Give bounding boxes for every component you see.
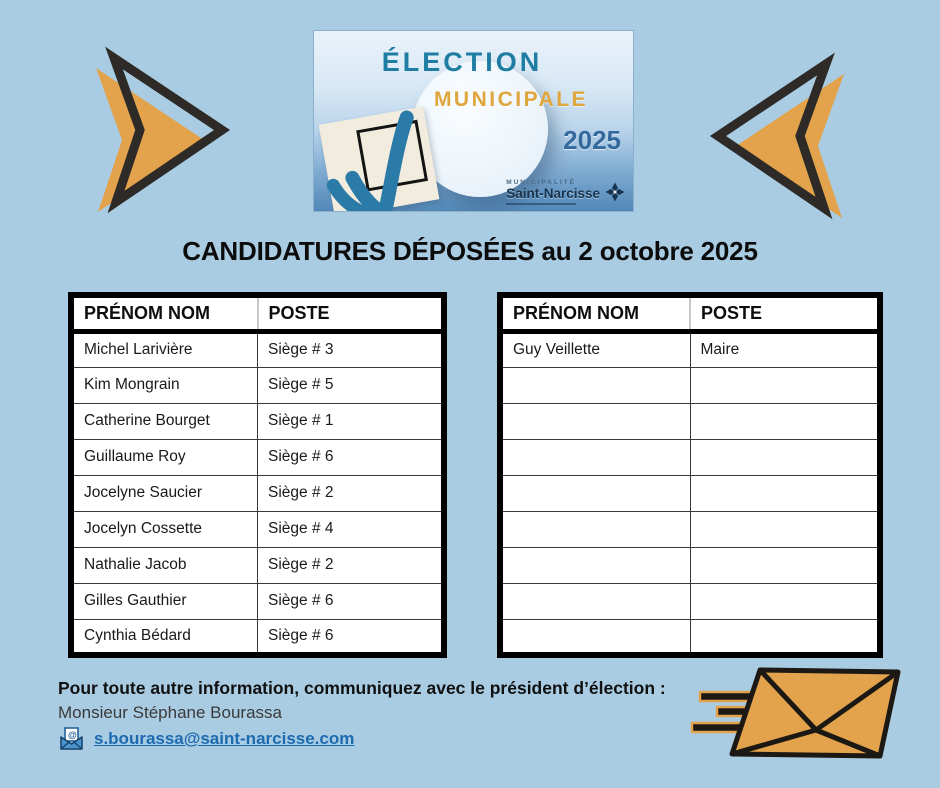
column-header-poste: POSTE (256, 295, 444, 334)
table-cell: Siège # 5 (257, 366, 445, 404)
checkmark-icon (326, 110, 414, 211)
table-cell (689, 546, 881, 584)
municipality-logo: MUNICIPALITÉ Saint-Narcisse (506, 178, 625, 205)
table-cell: Siège # 6 (257, 438, 445, 476)
table-cell: Cynthia Bédard (70, 618, 258, 656)
municipality-tagline-decoration (506, 202, 577, 205)
table-cell: Michel Larivière (70, 330, 258, 368)
table-cell: Siège # 3 (257, 330, 445, 368)
table-row (499, 474, 881, 512)
table-row: Jocelyn Cossette Siège # 4 (70, 510, 445, 548)
svg-text:@: @ (68, 730, 77, 740)
email-icon: @ (60, 727, 83, 750)
table-cell: Siège # 4 (257, 510, 445, 548)
contact-person: Monsieur Stéphane Bourassa (58, 703, 282, 722)
contact-info-line: Pour toute autre information, communique… (58, 678, 666, 698)
table-row: Guy Veillette Maire (499, 330, 881, 368)
table-header-row: PRÉNOM NOM POSTE (500, 295, 880, 334)
table-cell (499, 582, 691, 620)
table-cell (689, 366, 881, 404)
table-row: Cynthia Bédard Siège # 6 (70, 618, 445, 656)
election-banner: ÉLECTION MUNICIPALE 2025 MUNICIPALITÉ Sa… (313, 30, 634, 212)
column-header-name: PRÉNOM NOM (71, 295, 258, 334)
table-cell: Siège # 1 (257, 402, 445, 440)
table-row (499, 582, 881, 620)
table-cell: Gilles Gauthier (70, 582, 258, 620)
table-cell (499, 438, 691, 476)
table-cell (689, 474, 881, 512)
table-row (499, 438, 881, 476)
arrow-left-icon (709, 52, 844, 220)
table-cell (689, 402, 881, 440)
pinwheel-icon (605, 182, 625, 202)
table-cell: Guillaume Roy (70, 438, 258, 476)
banner-title-election: ÉLECTION (381, 47, 543, 77)
table-row (499, 402, 881, 440)
table-cell: Siège # 6 (257, 582, 445, 620)
table-row: Jocelyne Saucier Siège # 2 (70, 474, 445, 512)
table-row: Guillaume Roy Siège # 6 (70, 438, 445, 476)
table-row: Nathalie Jacob Siège # 2 (70, 546, 445, 584)
table-cell: Jocelyn Cossette (70, 510, 258, 548)
table-row: Gilles Gauthier Siège # 6 (70, 582, 445, 620)
banner-year: 2025 (563, 125, 621, 155)
table-row (499, 618, 881, 656)
contact-block: Pour toute autre information, communique… (58, 678, 666, 751)
table-cell (689, 618, 881, 656)
table-cell: Siège # 6 (257, 618, 445, 656)
table-cell: Jocelyne Saucier (70, 474, 258, 512)
arrow-right-icon (96, 46, 231, 214)
table-cell: Nathalie Jacob (70, 546, 258, 584)
table-row: Michel Larivière Siège # 3 (70, 330, 445, 368)
table-header-row: PRÉNOM NOM POSTE (71, 295, 444, 334)
page-title: CANDIDATURES DÉPOSÉES au 2 octobre 2025 (182, 236, 758, 266)
column-header-poste: POSTE (689, 295, 880, 334)
table-cell (499, 618, 691, 656)
table-cell (499, 402, 691, 440)
table-cell (499, 474, 691, 512)
ballot-check-card (318, 106, 440, 211)
column-header-name: PRÉNOM NOM (500, 295, 690, 334)
table-cell: Siège # 2 (257, 546, 445, 584)
table-cell (689, 510, 881, 548)
email-link[interactable]: s.bourassa@saint-narcisse.com (94, 729, 355, 748)
candidates-table-left: PRÉNOM NOM POSTE Michel Larivière Siège #… (68, 292, 447, 658)
municipality-name: Saint-Narcisse (506, 185, 600, 201)
table-cell: Siège # 2 (257, 474, 445, 512)
candidates-table-right: PRÉNOM NOM POSTE Guy Veillette Maire (497, 292, 883, 658)
table-cell (689, 438, 881, 476)
flying-envelope-icon (690, 667, 901, 759)
table-cell: Guy Veillette (499, 330, 691, 368)
table-row: Kim Mongrain Siège # 5 (70, 366, 445, 404)
table-cell: Catherine Bourget (70, 402, 258, 440)
municipality-label: MUNICIPALITÉ (506, 178, 576, 186)
banner-title-municipale: MUNICIPALE (433, 88, 589, 111)
table-cell: Maire (689, 330, 881, 368)
table-cell (689, 582, 881, 620)
table-cell: Kim Mongrain (70, 366, 258, 404)
table-cell (499, 546, 691, 584)
table-cell (499, 510, 691, 548)
table-cell (499, 366, 691, 404)
table-row: Catherine Bourget Siège # 1 (70, 402, 445, 440)
table-row (499, 546, 881, 584)
table-row (499, 510, 881, 548)
table-row (499, 366, 881, 404)
